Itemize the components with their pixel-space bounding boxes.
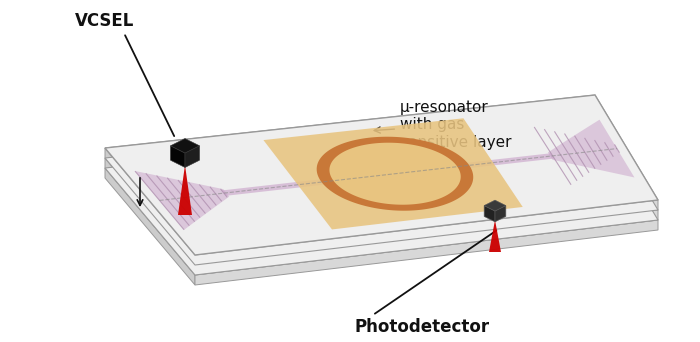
Polygon shape: [105, 95, 658, 255]
Polygon shape: [178, 165, 192, 215]
Text: μ-resonator
with gas
sensitive layer: μ-resonator with gas sensitive layer: [374, 100, 512, 150]
Polygon shape: [195, 220, 658, 285]
Polygon shape: [484, 206, 495, 222]
Polygon shape: [105, 95, 658, 255]
Polygon shape: [548, 120, 634, 177]
Polygon shape: [222, 153, 554, 196]
Polygon shape: [185, 146, 200, 167]
Polygon shape: [135, 171, 229, 230]
Text: Photodetector: Photodetector: [355, 231, 496, 336]
Polygon shape: [171, 146, 185, 167]
Polygon shape: [263, 118, 523, 229]
Polygon shape: [489, 220, 501, 252]
Polygon shape: [105, 148, 195, 265]
Polygon shape: [484, 200, 506, 211]
Polygon shape: [316, 137, 473, 211]
Polygon shape: [105, 168, 195, 285]
Polygon shape: [330, 143, 461, 205]
Polygon shape: [171, 139, 199, 153]
Polygon shape: [495, 206, 506, 222]
Polygon shape: [195, 200, 658, 265]
Text: VCSEL: VCSEL: [75, 12, 174, 136]
Polygon shape: [105, 158, 195, 275]
Polygon shape: [195, 210, 658, 275]
Polygon shape: [105, 105, 658, 265]
Polygon shape: [105, 115, 658, 275]
